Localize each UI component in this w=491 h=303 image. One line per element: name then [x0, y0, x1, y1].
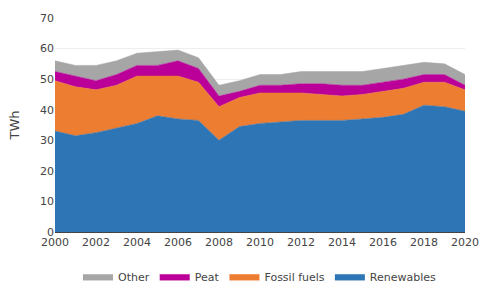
svg-text:60: 60	[40, 42, 54, 55]
svg-text:2000: 2000	[41, 236, 69, 249]
svg-text:2002: 2002	[82, 236, 110, 249]
svg-text:Other: Other	[118, 271, 150, 284]
svg-text:10: 10	[40, 195, 54, 208]
svg-text:Renewables: Renewables	[370, 271, 436, 284]
svg-text:2006: 2006	[164, 236, 192, 249]
svg-text:30: 30	[40, 134, 54, 147]
svg-text:0: 0	[47, 226, 54, 239]
svg-text:2020: 2020	[451, 236, 479, 249]
svg-text:2008: 2008	[205, 236, 233, 249]
svg-text:2004: 2004	[123, 236, 151, 249]
svg-text:Fossil fuels: Fossil fuels	[264, 271, 324, 284]
svg-text:2012: 2012	[287, 236, 315, 249]
svg-text:Peat: Peat	[195, 271, 220, 284]
svg-text:20: 20	[40, 165, 54, 178]
svg-text:70: 70	[40, 12, 54, 25]
svg-text:50: 50	[40, 73, 54, 86]
svg-text:2010: 2010	[246, 236, 274, 249]
svg-text:TWh: TWh	[7, 110, 22, 140]
svg-text:2014: 2014	[328, 236, 356, 249]
svg-text:2016: 2016	[369, 236, 397, 249]
svg-text:2018: 2018	[410, 236, 438, 249]
svg-text:40: 40	[40, 104, 54, 117]
